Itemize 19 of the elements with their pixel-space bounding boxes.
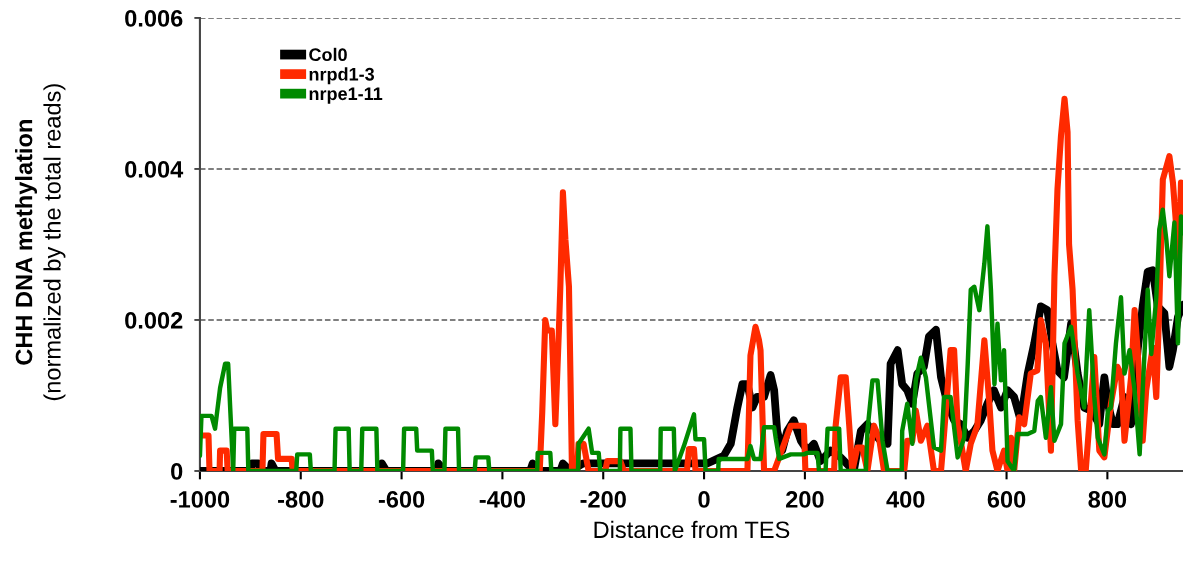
x-tick-label: -800 — [278, 491, 324, 508]
y-tick-label: 0 — [171, 463, 183, 480]
x-tick-label: 800 — [1088, 491, 1127, 508]
legend-label: nrpd1-3 — [309, 67, 375, 85]
y-tick-label: 0.004 — [125, 161, 184, 178]
y-tick-label: 0.002 — [125, 312, 183, 329]
x-axis-title: Distance from TES — [594, 520, 790, 539]
x-tick-label: -400 — [479, 491, 526, 508]
legend-label: nrpe1-11 — [309, 87, 383, 104]
y-tick-label: 0.006 — [125, 10, 183, 27]
x-tick-label: 0 — [698, 491, 710, 508]
y-axis-title: CHH DNA methylation (normalized by the total reads) — [15, 84, 66, 401]
x-tick-label: 200 — [786, 491, 824, 508]
x-tick-label: -200 — [580, 491, 626, 508]
legend-label: Col0 — [309, 47, 347, 62]
x-tick-label: -600 — [378, 491, 425, 508]
x-tick-label: -1000 — [170, 491, 230, 508]
x-tick-label: 600 — [987, 491, 1026, 508]
x-tick-label: 400 — [886, 491, 925, 508]
